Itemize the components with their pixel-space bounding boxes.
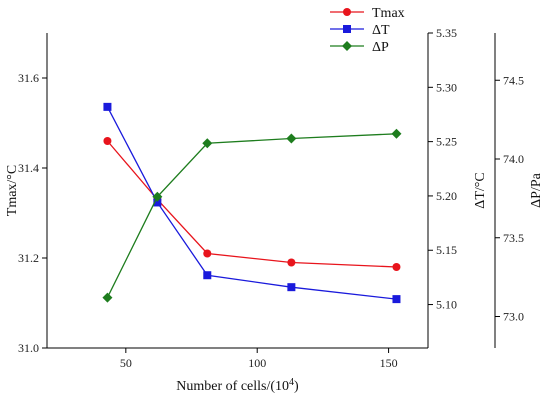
series-3-point — [202, 138, 213, 149]
left-y-tick-label: 31.0 — [18, 341, 39, 355]
left-y-tick-label: 31.6 — [18, 71, 39, 85]
legend-marker-3 — [342, 41, 352, 51]
series-2-point — [203, 271, 212, 280]
x-axis-title: Number of cells/(104) — [176, 377, 299, 394]
mid-y-tick-label: 5.25 — [436, 135, 457, 149]
series-1-point — [203, 249, 212, 258]
mid-y-tick-label: 5.20 — [436, 189, 457, 203]
series-line-3 — [106, 133, 397, 298]
left-y-tick-label: 31.2 — [18, 251, 39, 265]
series-2-point — [153, 198, 162, 207]
series-2-point — [392, 295, 401, 304]
right-y-axis-title: ΔP/Pa — [529, 172, 544, 207]
mid-y-tick-label: 5.30 — [436, 80, 457, 94]
mid-y-tick-label: 5.15 — [436, 243, 457, 257]
x-axis-title-end: ) — [294, 379, 299, 394]
right-y-tick-label: 73.5 — [503, 231, 524, 245]
mid-y-tick-label: 5.35 — [436, 26, 457, 40]
series-3-point — [286, 133, 297, 144]
left-y-tick-label: 31.4 — [18, 161, 39, 175]
legend-marker-1 — [343, 8, 351, 16]
right-y-tick-label: 74.5 — [503, 73, 524, 87]
x-tick-label: 100 — [248, 356, 266, 370]
mid-y-axis-title: ΔT/°C — [473, 172, 488, 208]
x-axis-title-superscript: 4 — [289, 377, 294, 388]
series-3-point — [152, 191, 163, 202]
legend-label-2: ΔT — [372, 23, 390, 38]
x-tick-label: 150 — [380, 356, 398, 370]
series-line-1 — [106, 140, 397, 268]
legend-marker-2 — [343, 25, 351, 33]
series-2-point — [287, 283, 296, 292]
series-3-point — [391, 128, 402, 139]
series-1-point — [103, 137, 112, 145]
right-y-tick-label: 74.0 — [503, 152, 524, 166]
series-2-point — [103, 102, 112, 111]
right-y-tick-label: 73.0 — [503, 310, 524, 324]
series-1-point — [287, 258, 296, 267]
series-1-point — [392, 263, 401, 271]
series-3-point — [102, 292, 113, 303]
x-tick-label: 50 — [120, 356, 132, 370]
x-axis-title-main: Number of cells/(10 — [176, 379, 289, 394]
left-y-axis-title: Tmax/°C — [5, 165, 20, 216]
mid-y-tick-label: 5.10 — [436, 298, 457, 312]
legend-label-3: ΔP — [372, 40, 389, 55]
legend-label-1: Tmax — [372, 6, 405, 21]
